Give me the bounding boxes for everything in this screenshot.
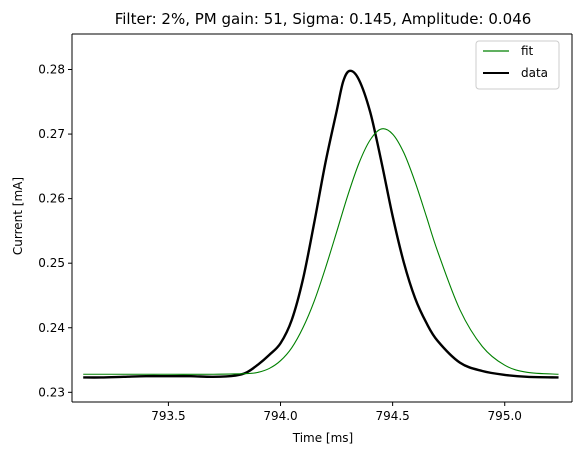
x-tick-label: 793.5 <box>151 409 185 423</box>
y-tick-label: 0.28 <box>38 63 65 77</box>
x-tick-label: 795.0 <box>488 409 522 423</box>
x-tick-label: 794.5 <box>375 409 409 423</box>
chart-title: Filter: 2%, PM gain: 51, Sigma: 0.145, A… <box>115 10 532 28</box>
series-data-line <box>83 69 559 379</box>
x-tick-label: 794.0 <box>263 409 297 423</box>
legend: fit data <box>475 40 560 90</box>
series-fit-line <box>83 128 559 375</box>
plot-area: 793.5 794.0 794.5 795.0 0.23 0.24 0.25 0.26 0.27… <box>38 33 573 423</box>
legend-fit-label: fit <box>521 44 534 58</box>
y-tick-label: 0.26 <box>38 192 65 206</box>
y-tick-label: 0.27 <box>38 127 65 141</box>
legend-box <box>475 40 560 90</box>
y-tick-label: 0.23 <box>38 385 65 399</box>
legend-data-label: data <box>521 66 548 80</box>
y-tick-label: 0.24 <box>38 321 65 335</box>
y-tick-label: 0.25 <box>38 256 65 270</box>
x-axis-label: Time [ms] <box>292 431 354 445</box>
y-axis-label: Current [mA] <box>11 177 25 255</box>
